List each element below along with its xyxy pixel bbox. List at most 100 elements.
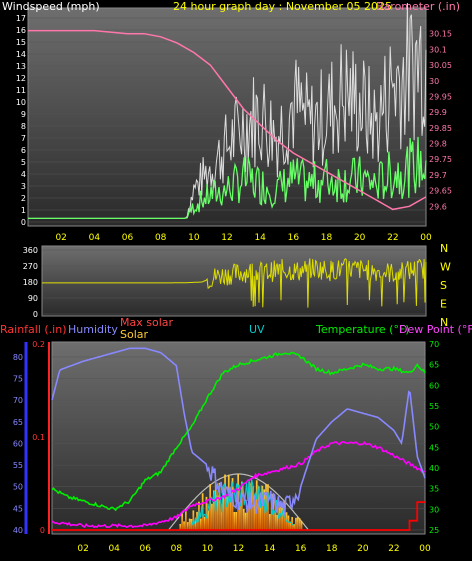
temperature-y-tick: 35 bbox=[429, 485, 439, 494]
temp-x-tick: 06 bbox=[140, 544, 152, 554]
barometer-y-tick: 29.75 bbox=[429, 155, 452, 164]
temp-x-tick: 18 bbox=[326, 544, 338, 554]
solar-bar bbox=[186, 522, 189, 530]
wind-y-tick: 15 bbox=[16, 38, 26, 47]
temp-x-tick: 16 bbox=[295, 544, 307, 554]
solar-bar bbox=[265, 484, 267, 530]
wind-y-tick: 4 bbox=[21, 170, 26, 179]
wind-y-tick: 12 bbox=[16, 74, 26, 83]
solar-bar bbox=[224, 474, 226, 530]
temperature-y-tick: 40 bbox=[429, 464, 439, 473]
rain-y-tick: 0.1 bbox=[32, 433, 45, 442]
solar-bar bbox=[295, 517, 297, 530]
solar-bar bbox=[276, 514, 279, 530]
solar-bar bbox=[213, 490, 215, 530]
barometer-series bbox=[28, 29, 427, 211]
compass-label: N bbox=[440, 316, 448, 329]
humidity-y-tick: 80 bbox=[13, 353, 23, 362]
windspeed-title: Windspeed (mph) bbox=[2, 0, 100, 13]
temp-x-tick: 02 bbox=[77, 544, 88, 554]
temp-x-tick: 22 bbox=[388, 544, 399, 554]
wind-y-tick: 1 bbox=[21, 206, 26, 215]
compass-label: N bbox=[440, 242, 448, 255]
solar-bar bbox=[179, 524, 182, 530]
barometer-y-tick: 29.85 bbox=[429, 124, 452, 133]
solar-bar bbox=[267, 484, 269, 530]
solar-bar bbox=[188, 518, 191, 530]
barometer-y-tick: 30.1 bbox=[429, 45, 447, 54]
solar-bar bbox=[300, 521, 303, 530]
legend-uv: UV bbox=[249, 323, 265, 336]
solar-bar bbox=[242, 508, 245, 530]
direction-y-tick: 90 bbox=[28, 294, 38, 303]
direction-y-tick: 270 bbox=[23, 262, 38, 271]
legend-humidity: Humidity bbox=[68, 323, 118, 336]
wind-y-tick: 16 bbox=[16, 26, 26, 35]
humidity-y-tick: 55 bbox=[13, 461, 23, 470]
solar-bar bbox=[235, 512, 238, 530]
solar-bar bbox=[185, 510, 187, 530]
solar-bar bbox=[216, 495, 219, 530]
humidity-y-tick: 70 bbox=[13, 396, 23, 405]
solar-bar bbox=[274, 512, 277, 530]
direction-y-tick: 0 bbox=[33, 310, 38, 319]
wind-x-tick: 20 bbox=[354, 233, 366, 243]
legend-dewpoint: Dew Point (°F) bbox=[399, 323, 472, 336]
barometer-y-tick: 30.05 bbox=[429, 61, 452, 70]
barometer-y-tick: 29.6 bbox=[429, 202, 447, 211]
wind-x-tick: 14 bbox=[254, 233, 266, 243]
temperature-y-tick: 50 bbox=[429, 423, 439, 432]
solar-bar bbox=[222, 491, 224, 530]
barometer-y-tick: 29.8 bbox=[429, 140, 447, 149]
solar-bar bbox=[282, 507, 284, 530]
solar-bar bbox=[241, 481, 243, 530]
wind-x-tick: 00 bbox=[420, 233, 432, 243]
wind-y-tick: 8 bbox=[21, 122, 26, 131]
wind-x-tick: 02 bbox=[55, 233, 66, 243]
barometer-y-tick: 29.65 bbox=[429, 187, 452, 196]
solar-bar bbox=[194, 520, 197, 530]
barometer-title: Barometer (.in) bbox=[376, 0, 460, 13]
solar-bar bbox=[287, 515, 290, 530]
wind-y-tick: 11 bbox=[16, 86, 26, 95]
wind-y-tick: 5 bbox=[21, 158, 26, 167]
wind-x-tick: 06 bbox=[122, 233, 134, 243]
solar-bar bbox=[244, 512, 247, 530]
direction-y-tick: 180 bbox=[23, 278, 38, 287]
wind-x-tick: 10 bbox=[188, 233, 200, 243]
solar-bar bbox=[263, 489, 266, 530]
wind-x-tick: 12 bbox=[221, 233, 232, 243]
solar-bar bbox=[211, 503, 213, 530]
humidity-y-tick: 45 bbox=[13, 504, 23, 513]
temperature-y-tick: 70 bbox=[429, 340, 439, 349]
temperature-y-tick: 55 bbox=[429, 402, 439, 411]
solar-bar bbox=[200, 518, 202, 530]
wind-y-tick: 17 bbox=[16, 14, 26, 23]
wind-y-tick: 7 bbox=[21, 134, 26, 143]
humidity-y-tick: 75 bbox=[13, 375, 23, 384]
humidity-y-tick: 50 bbox=[13, 483, 23, 492]
wind-x-tick: 16 bbox=[288, 233, 300, 243]
solar-bar bbox=[259, 505, 262, 530]
solar-bar bbox=[248, 482, 251, 530]
solar-bar bbox=[218, 482, 221, 530]
rain-y-tick: 0 bbox=[40, 526, 45, 535]
solar-bar bbox=[261, 485, 264, 530]
barometer-y-tick: 30.15 bbox=[429, 30, 452, 39]
temperature-y-tick: 45 bbox=[429, 443, 439, 452]
wind-y-tick: 13 bbox=[16, 62, 26, 71]
temp-x-tick: 04 bbox=[108, 544, 120, 554]
compass-label: E bbox=[440, 298, 447, 311]
temp-x-tick: 20 bbox=[357, 544, 369, 554]
solar-bar bbox=[270, 494, 273, 530]
solar-bar bbox=[203, 516, 206, 530]
direction-series bbox=[42, 258, 427, 308]
temperature-y-tick: 25 bbox=[429, 526, 439, 535]
humidity-y-tick: 40 bbox=[13, 526, 23, 535]
wind-y-tick: 10 bbox=[16, 98, 26, 107]
solar-bar bbox=[183, 521, 185, 530]
graph-day-title: 24 hour graph day : November 05 2025 bbox=[173, 0, 392, 13]
legend-max-solar: Max solar bbox=[120, 316, 173, 329]
solar-bar bbox=[190, 519, 193, 530]
